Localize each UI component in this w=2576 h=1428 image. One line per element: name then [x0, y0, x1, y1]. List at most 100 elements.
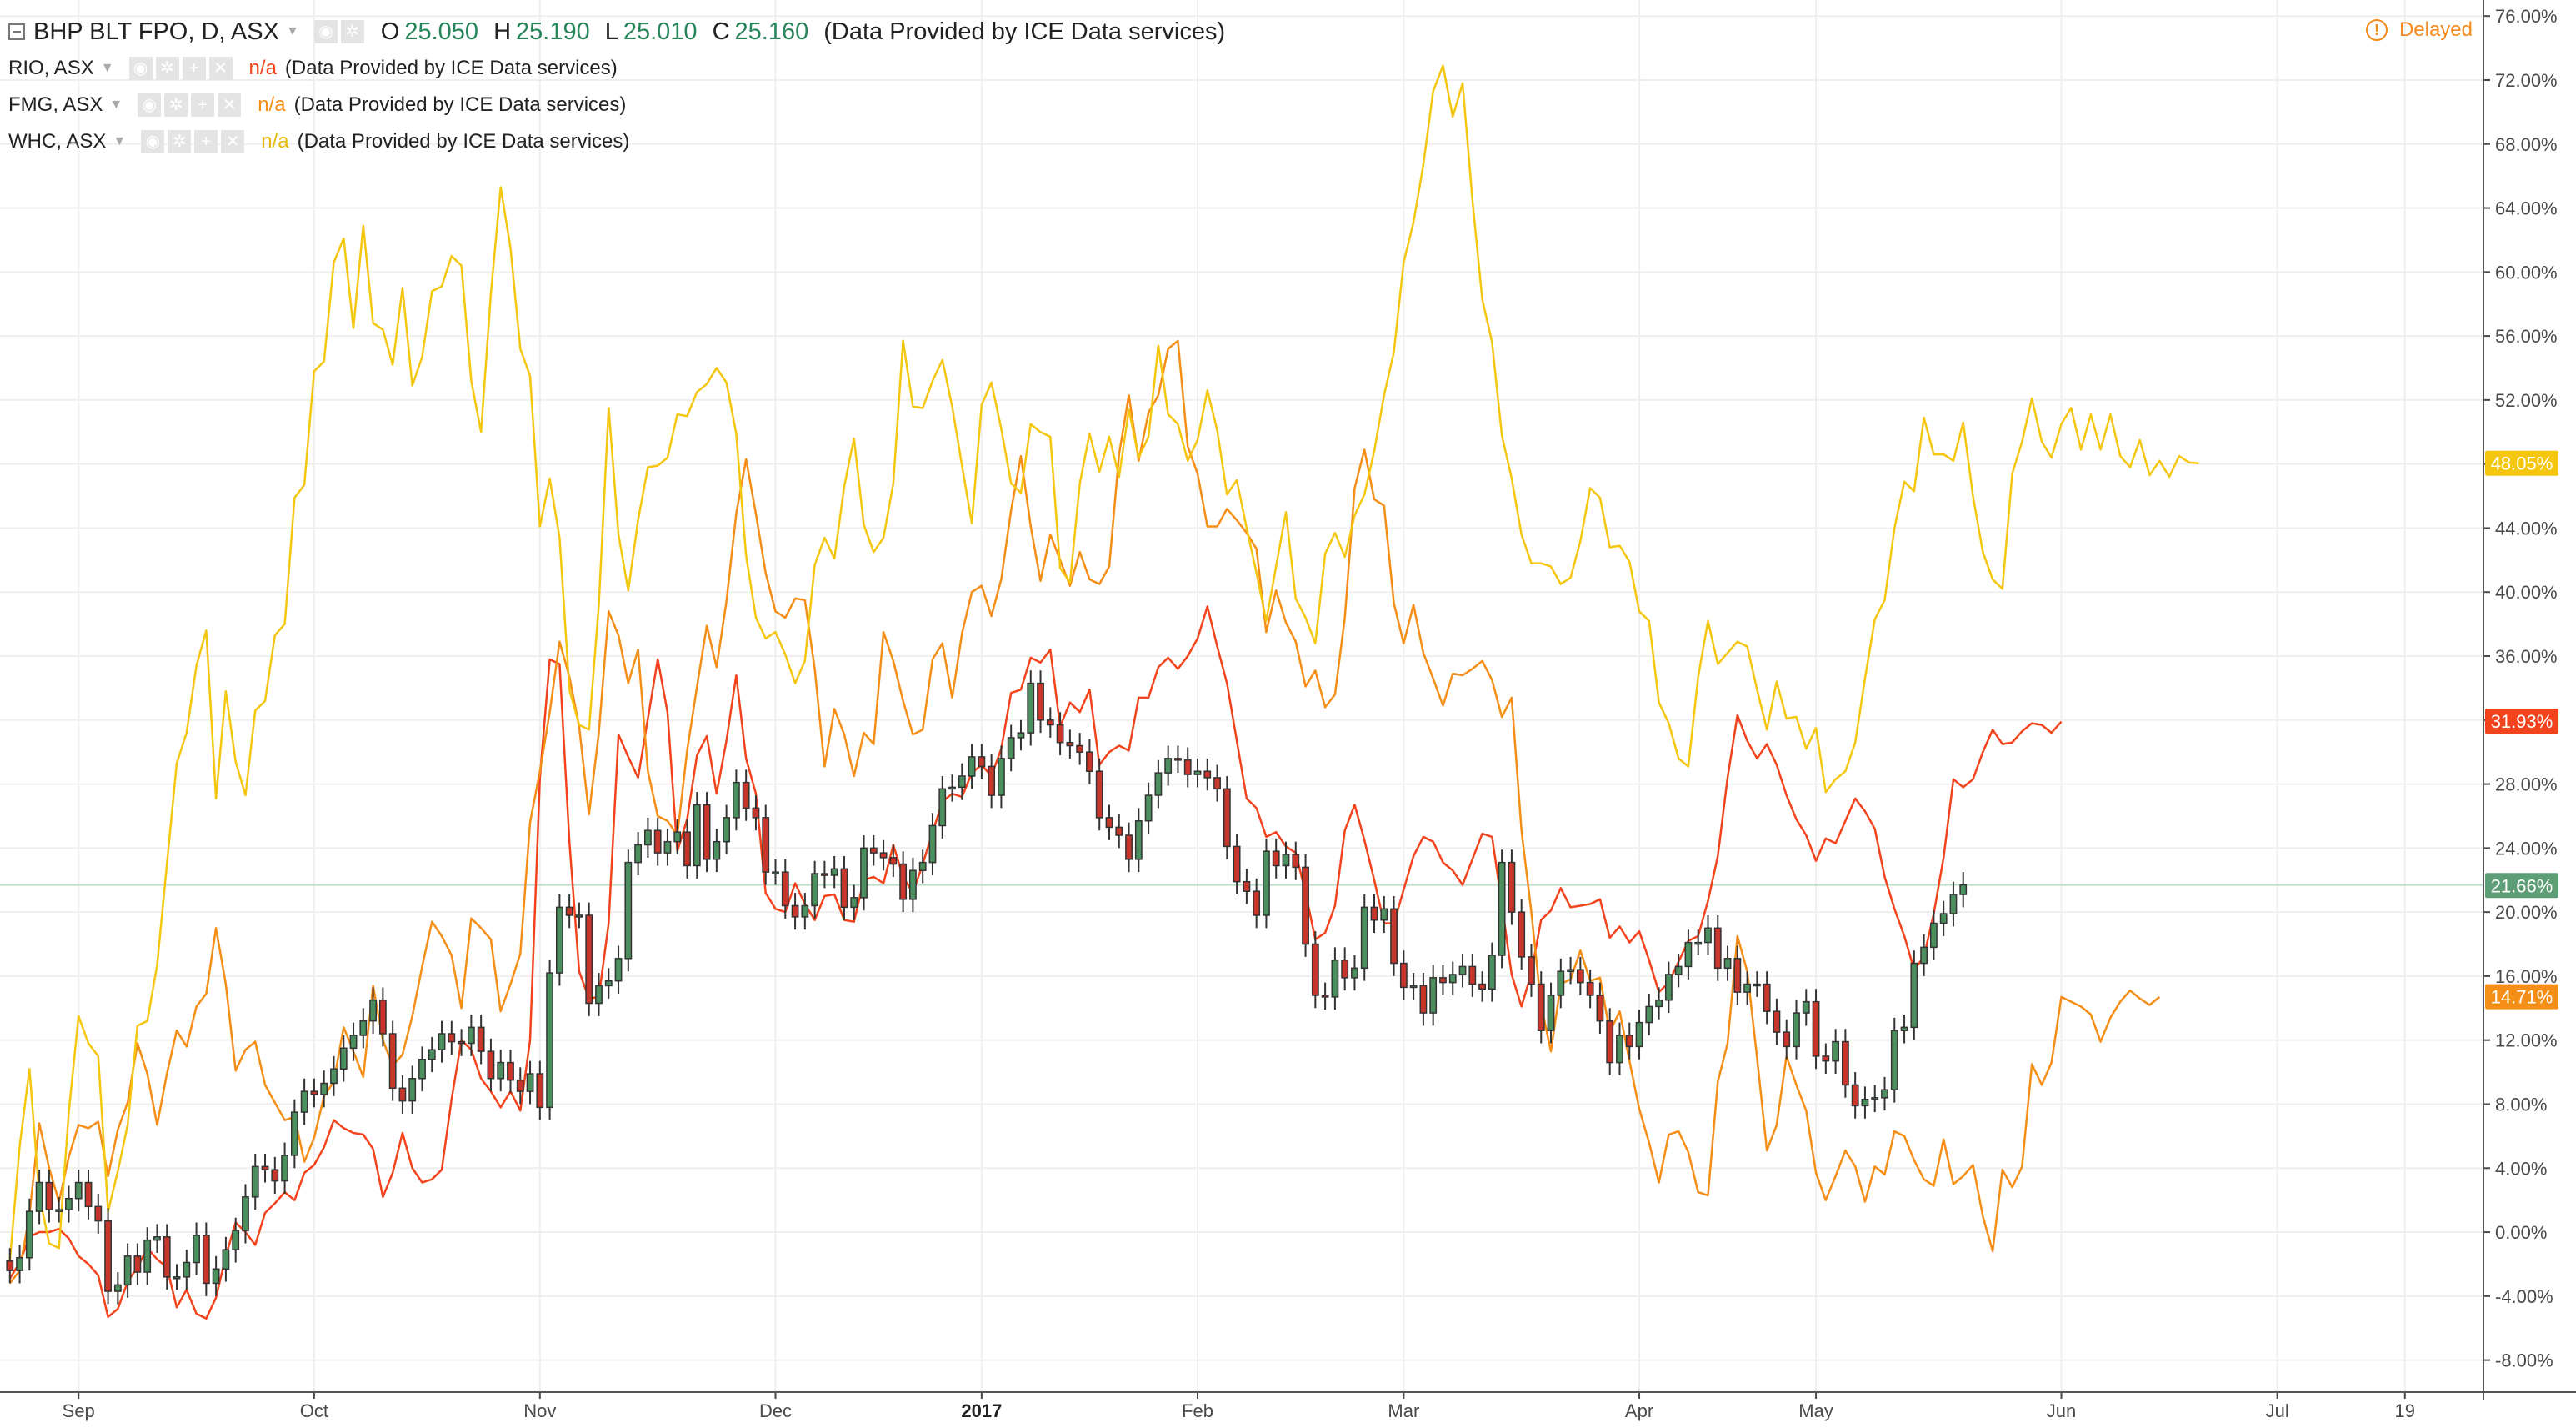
close-icon[interactable]: ✕ — [221, 130, 245, 153]
candle-body — [232, 1230, 240, 1250]
candle-body — [948, 786, 956, 790]
exclamation-circle-icon: ! — [2365, 19, 2388, 41]
candle-body — [1773, 1010, 1781, 1033]
candle-body — [889, 857, 898, 865]
candle-body — [1409, 985, 1418, 989]
chevron-down-icon[interactable]: ▼ — [109, 98, 123, 112]
candle-body — [1596, 995, 1604, 1022]
plus-icon[interactable]: + — [194, 130, 218, 153]
plus-icon[interactable]: + — [182, 57, 206, 80]
candle-body — [840, 868, 848, 909]
candle-body — [458, 1040, 465, 1045]
candle-body — [1635, 1021, 1643, 1048]
chevron-down-icon[interactable]: ▼ — [285, 24, 299, 38]
y-tick-label: -8.00% — [2495, 1350, 2553, 1371]
compare-symbol[interactable]: RIO, ASX — [8, 57, 94, 79]
candle-body — [222, 1249, 230, 1270]
main-symbol[interactable]: BHP BLT FPO, D, ASX — [33, 18, 279, 45]
candle-body — [65, 1197, 73, 1210]
candle-body — [349, 1035, 358, 1050]
eye-icon[interactable]: ◉ — [313, 20, 338, 43]
candle-body — [1920, 946, 1928, 965]
last-value-badge — [2485, 709, 2558, 734]
candle-body — [1586, 981, 1594, 996]
close-icon[interactable]: ✕ — [208, 57, 233, 80]
candle-body — [1783, 1031, 1791, 1048]
candle-body — [1488, 955, 1496, 990]
series-line-rio — [8, 605, 2063, 1320]
candle-body — [1763, 983, 1771, 1012]
gear-icon[interactable]: ✲ — [155, 57, 179, 80]
candle-body — [928, 824, 937, 864]
candle-body — [1723, 958, 1732, 970]
close-icon[interactable]: ✕ — [218, 93, 242, 117]
candle-body — [104, 1220, 112, 1292]
candle-body — [1056, 724, 1064, 744]
legend-compare-whc[interactable]: WHC, ASX ▼ ◉ ✲ + ✕ n/a (Data Provided by IC… — [8, 123, 1225, 160]
comparison-lines — [8, 64, 2199, 1320]
candle-body — [624, 861, 633, 960]
candle-body — [1174, 758, 1182, 761]
delayed-status[interactable]: ! Delayed — [2365, 18, 2473, 42]
candle-body — [193, 1235, 200, 1264]
candle-body — [801, 904, 809, 918]
chevron-down-icon[interactable]: ▼ — [100, 61, 114, 75]
y-tick-label: 20.00% — [2495, 902, 2558, 923]
x-tick-label: 2017 — [961, 1400, 1002, 1421]
collapse-icon[interactable] — [8, 23, 25, 40]
eye-icon[interactable]: ◉ — [138, 93, 162, 117]
candle-body — [359, 1020, 368, 1036]
candle-body — [909, 869, 917, 900]
candle-body — [339, 1047, 348, 1070]
candle-body — [585, 914, 593, 1005]
eye-icon[interactable]: ◉ — [128, 57, 153, 80]
close-value: 25.160 — [734, 18, 809, 45]
candle-body — [693, 804, 701, 867]
candle-body — [1890, 1030, 1898, 1090]
series-line-whc — [8, 64, 2199, 1261]
candle-body — [25, 1210, 33, 1259]
compare-value: n/a — [258, 93, 286, 116]
high-label: H — [493, 18, 512, 45]
candle-body — [516, 1079, 524, 1092]
gear-icon[interactable]: ✲ — [164, 93, 188, 117]
candle-body — [310, 1090, 318, 1095]
candle-body — [1007, 737, 1015, 759]
legend-compare-rio[interactable]: RIO, ASX ▼ ◉ ✲ + ✕ n/a (Data Provided by IC… — [8, 50, 1225, 87]
candle-body — [860, 847, 868, 899]
candle-body — [1498, 861, 1506, 956]
compare-value: n/a — [261, 130, 289, 153]
compare-symbol[interactable]: WHC, ASX — [8, 130, 107, 153]
candle-body — [869, 847, 878, 854]
chevron-down-icon[interactable]: ▼ — [113, 134, 127, 148]
delayed-label: Delayed — [2398, 18, 2473, 41]
candle-body — [565, 906, 573, 916]
candle-body — [1939, 913, 1948, 924]
candle-body — [546, 972, 554, 1109]
gear-icon[interactable]: ✲ — [168, 130, 192, 153]
candle-body — [1822, 1055, 1830, 1062]
candle-body — [398, 1087, 407, 1102]
candle-body — [958, 775, 966, 789]
candle-body — [84, 1181, 93, 1208]
candle-body — [850, 897, 858, 909]
legend-main-series[interactable]: BHP BLT FPO, D, ASX ▼ ◉ ✲ O 25.050 H 25.19… — [8, 13, 1225, 50]
compare-symbol[interactable]: FMG, ASX — [8, 93, 103, 116]
y-tick-label: 56.00% — [2495, 326, 2558, 347]
candle-body — [143, 1239, 152, 1273]
candle-body — [320, 1082, 328, 1095]
legend-compare-fmg[interactable]: FMG, ASX ▼ ◉ ✲ + ✕ n/a (Data Provided by IC… — [8, 87, 1225, 123]
candle-body — [1253, 890, 1261, 916]
candle-body — [1606, 1020, 1614, 1064]
candle-body — [1468, 965, 1477, 985]
y-tick-label: 76.00% — [2495, 6, 2558, 27]
x-tick-label: Sep — [63, 1400, 95, 1421]
eye-icon[interactable]: ◉ — [141, 130, 165, 153]
plus-icon[interactable]: + — [191, 93, 215, 117]
last-value-badge — [2485, 873, 2558, 899]
gear-icon[interactable]: ✲ — [340, 20, 364, 43]
candle-body — [1223, 788, 1231, 848]
y-tick-label: 4.00% — [2495, 1158, 2547, 1179]
candle-body — [123, 1255, 132, 1286]
